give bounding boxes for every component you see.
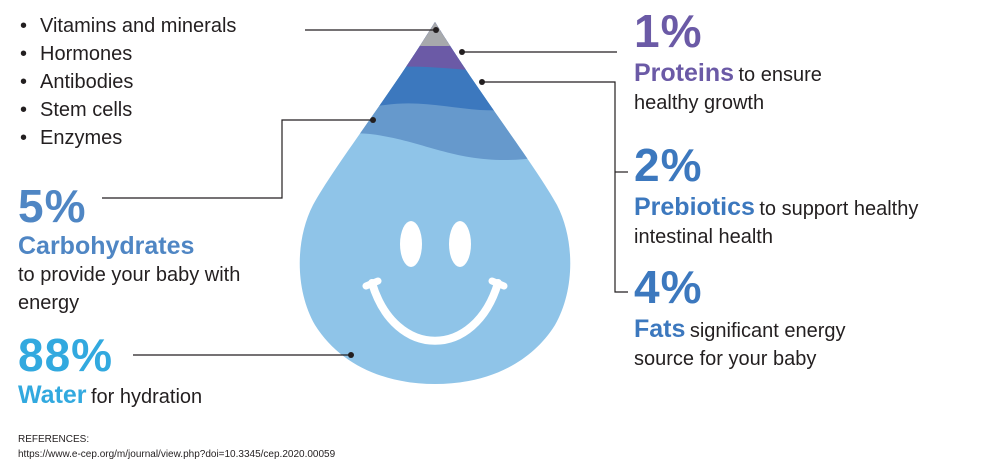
leader-lines bbox=[102, 29, 628, 356]
carbohydrates-name: Carbohydrates bbox=[18, 232, 195, 260]
right-eye bbox=[449, 221, 471, 267]
leader-dot-other bbox=[433, 27, 439, 33]
leader-dot-proteins bbox=[459, 49, 465, 55]
prebiotics-percent: 2% bbox=[634, 139, 703, 191]
proteins-desc-line2: healthy growth bbox=[634, 92, 765, 114]
fats-callout: 4% Fats significant energy source for yo… bbox=[634, 264, 846, 373]
leader-dot-water bbox=[348, 352, 354, 358]
references-heading: REFERENCES: bbox=[18, 434, 90, 445]
list-item: Enzymes bbox=[20, 124, 236, 152]
smile-left-tick bbox=[362, 277, 382, 290]
proteins-percent: 1% bbox=[634, 5, 703, 57]
smile-right-tick bbox=[488, 277, 508, 290]
water-name: Water bbox=[18, 381, 87, 409]
smile bbox=[368, 279, 502, 345]
list-item: Hormones bbox=[20, 40, 236, 68]
proteins-name: Proteins bbox=[634, 59, 735, 87]
leader-dots bbox=[348, 27, 485, 358]
leader-line-carbohydrates bbox=[102, 119, 373, 199]
prebiotics-desc-line1: to support healthy bbox=[759, 198, 919, 220]
fats-desc-line2: source for your baby bbox=[634, 348, 817, 370]
list-item: Vitamins and minerals bbox=[20, 12, 236, 40]
other-components-list: Vitamins and minerals Hormones Antibodie… bbox=[20, 12, 236, 152]
fats-name: Fats bbox=[634, 315, 686, 343]
carbohydrates-desc-line2: energy bbox=[18, 292, 80, 314]
prebiotics-desc-line2: intestinal health bbox=[634, 226, 773, 248]
carbohydrates-desc-line1: to provide your baby with bbox=[18, 264, 241, 286]
leader-dot-carbohydrates bbox=[370, 117, 376, 123]
prebiotics-callout: 2% Prebiotics to support healthy intesti… bbox=[634, 142, 918, 251]
proteins-callout: 1% Proteins to ensure healthy growth bbox=[634, 8, 822, 117]
carbohydrates-callout: 5% Carbohydrates to provide your baby wi… bbox=[18, 183, 240, 317]
prebiotics-name: Prebiotics bbox=[634, 193, 755, 221]
list-item: Stem cells bbox=[20, 96, 236, 124]
proteins-desc-line1: to ensure bbox=[738, 64, 822, 86]
carbohydrates-percent: 5% bbox=[18, 180, 87, 232]
water-desc-line1: for hydration bbox=[90, 386, 203, 408]
fats-percent: 4% bbox=[634, 261, 703, 313]
water-callout: 88% Water for hydration bbox=[18, 332, 202, 411]
references-link[interactable]: https://www.e-cep.org/m/journal/view.php… bbox=[18, 449, 336, 460]
water-percent: 88% bbox=[18, 329, 114, 381]
drop-segment-other bbox=[299, 22, 571, 46]
list-item: Antibodies bbox=[20, 68, 236, 96]
references: REFERENCES: https://www.e-cep.org/m/jour… bbox=[18, 432, 335, 462]
left-eye bbox=[400, 221, 422, 267]
fats-desc-line1: significant energy bbox=[689, 320, 846, 342]
leader-dot-prebiotics bbox=[479, 79, 485, 85]
leader-line-prebiotics-fats bbox=[482, 81, 628, 293]
